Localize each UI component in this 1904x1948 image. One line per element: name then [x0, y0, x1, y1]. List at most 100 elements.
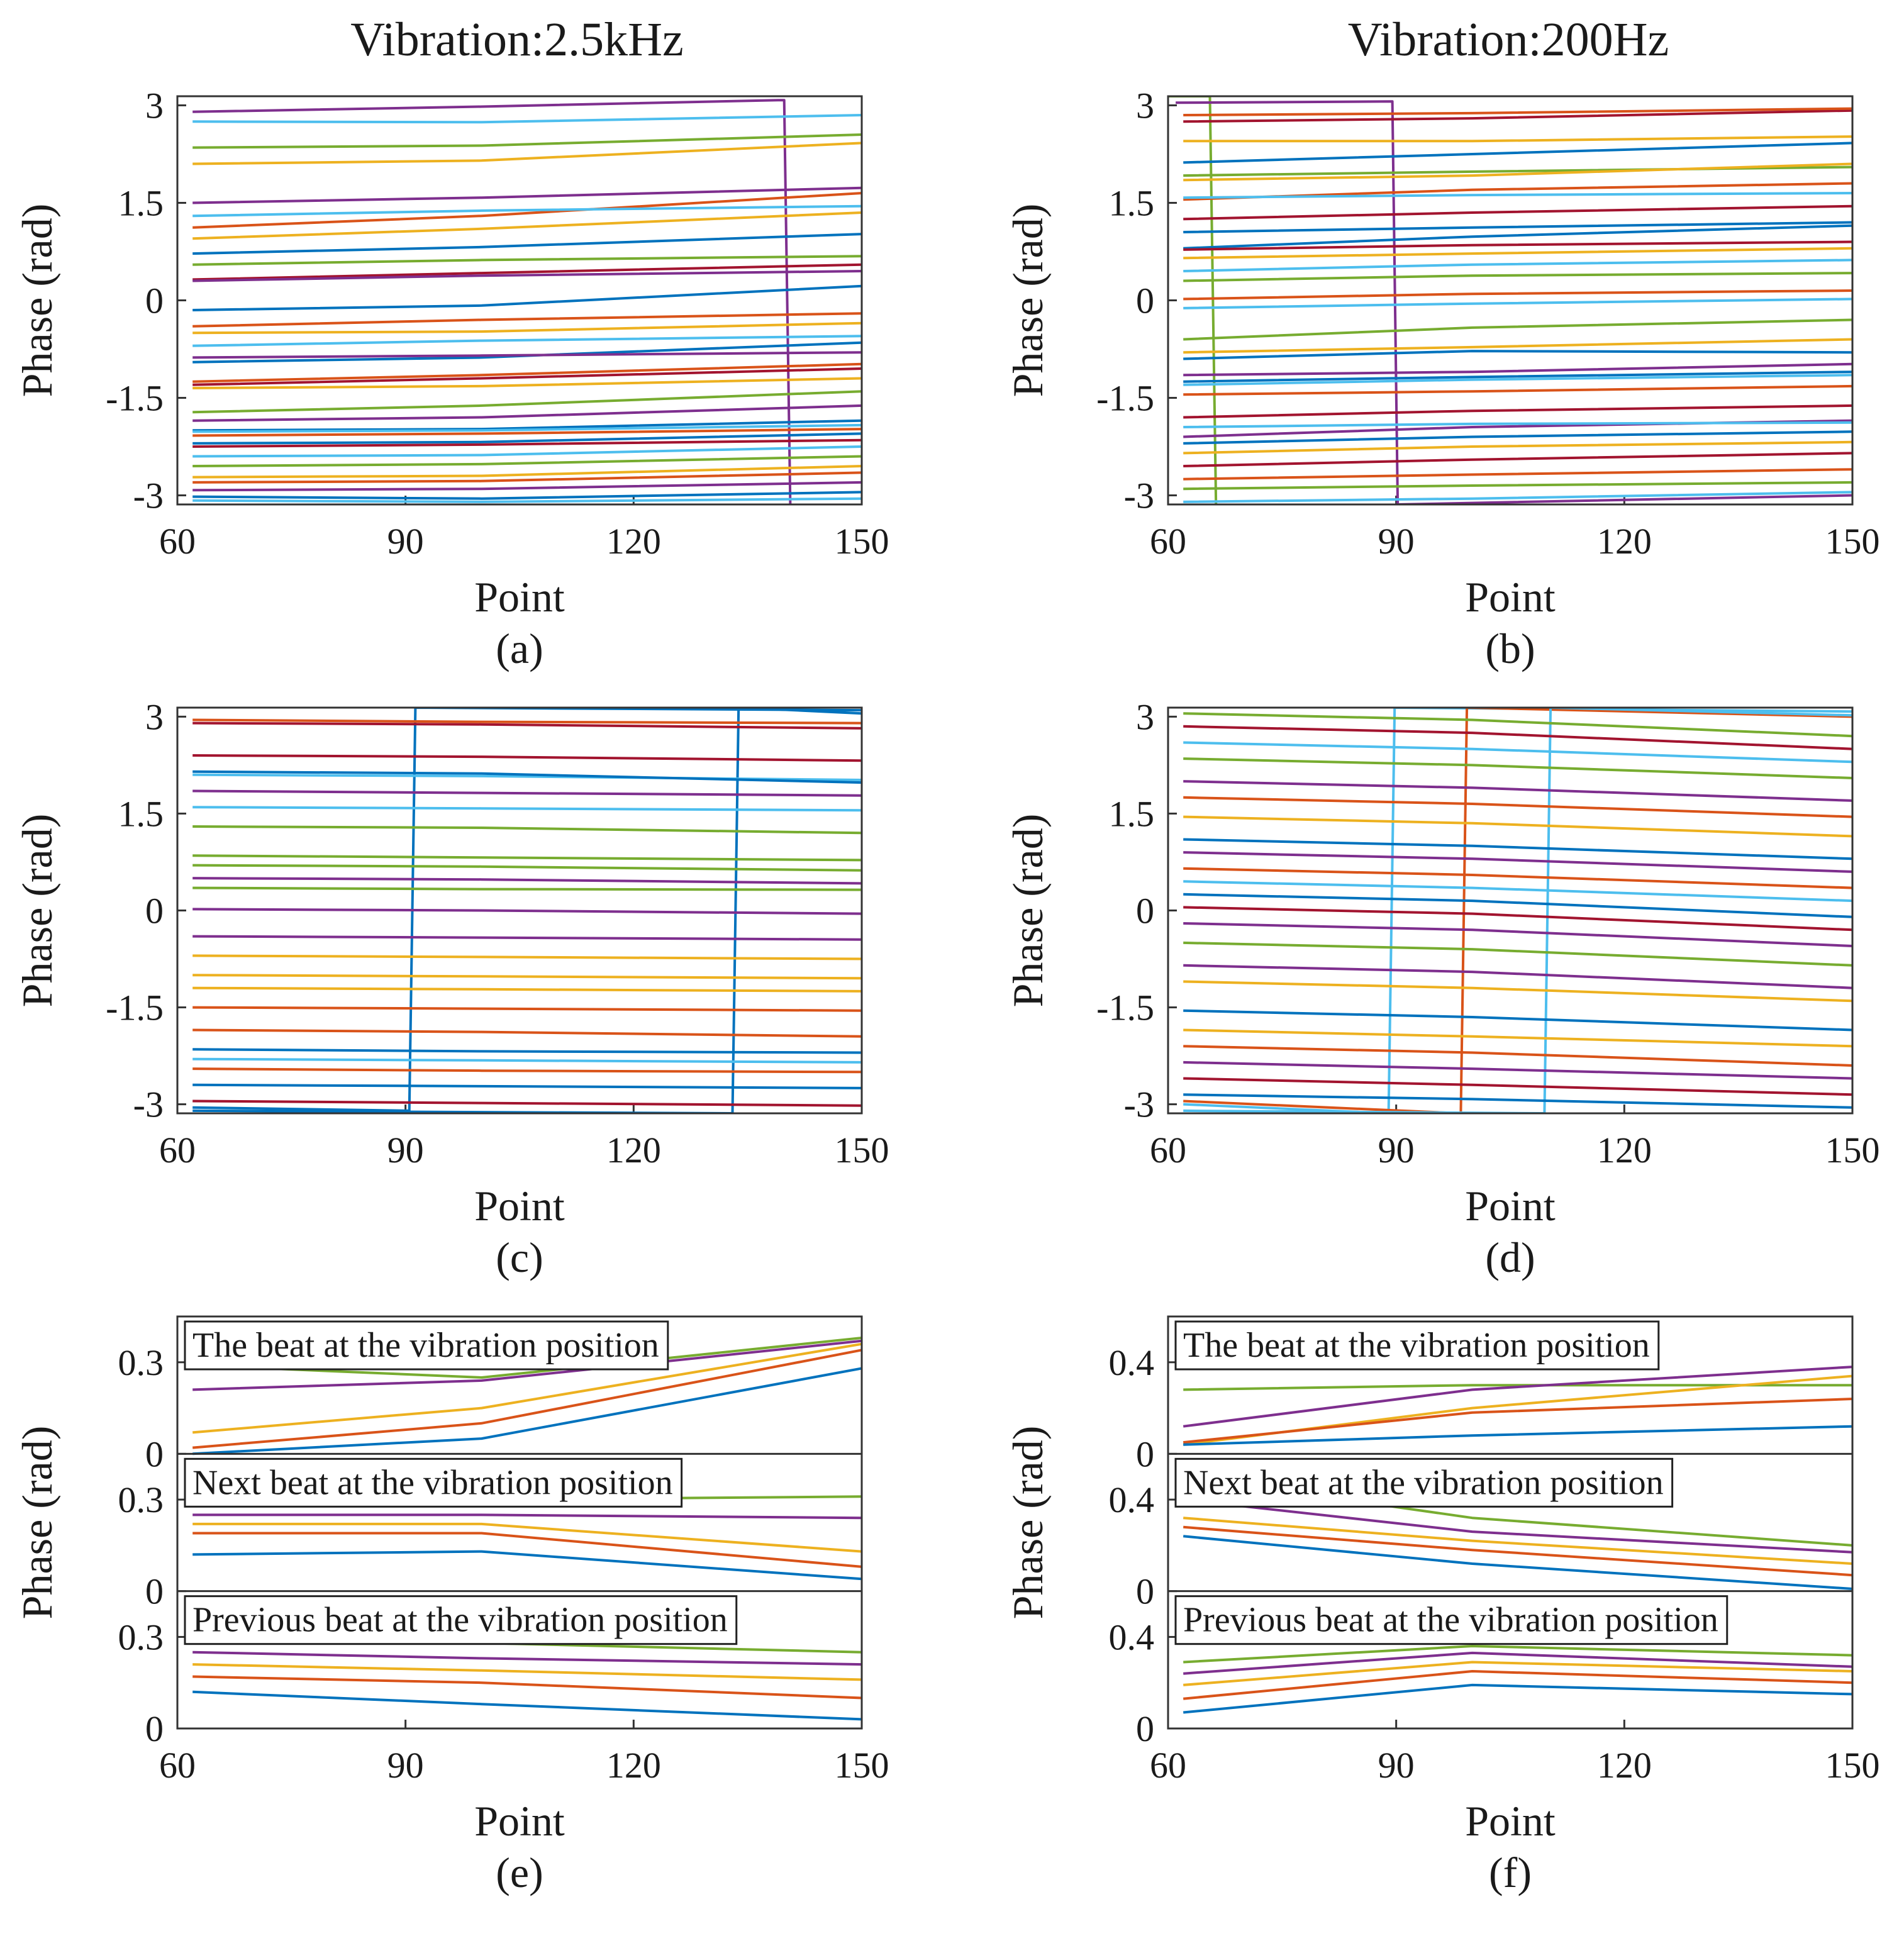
- x-tick-label: 150: [1825, 1745, 1880, 1786]
- y-tick-label: 3: [1136, 85, 1154, 126]
- panel-c-series-line-22: [192, 1048, 862, 1054]
- panel-f-sub3-series-line-3: [1183, 1661, 1852, 1686]
- subplot-label: Next beat at the vibration position: [192, 1463, 673, 1502]
- panel-d-series-line-20: [1183, 980, 1852, 1003]
- panel-c-series-line-26: [192, 1099, 862, 1107]
- plot-area: [1183, 708, 1852, 1113]
- x-tick-label: 90: [387, 1130, 424, 1171]
- x-tick-label: 150: [1825, 521, 1880, 562]
- subplot-3: [1183, 1645, 1852, 1714]
- panel-a-series-line-29: [192, 445, 862, 458]
- panel-f-sub3-series-line-5: [1183, 1683, 1852, 1714]
- x-tick-label: 60: [159, 521, 196, 562]
- panel-c-series-line-23: [192, 1057, 862, 1064]
- y-tick-label: 0: [1136, 1433, 1154, 1474]
- x-tick-label: 60: [1150, 1130, 1186, 1171]
- panel-a-series-line-16: [192, 335, 862, 347]
- panel-c-series-line-8: [192, 789, 862, 797]
- y-tick-label: 0: [145, 891, 164, 932]
- subplot-label: Next beat at the vibration position: [1183, 1463, 1664, 1502]
- y-tick-label: 0: [145, 1708, 164, 1749]
- y-tick-label: -3: [1124, 476, 1154, 516]
- y-tick-label: 1.5: [118, 793, 164, 834]
- panel-c-series-line-17: [192, 954, 862, 960]
- panel-a-series-line-18: [192, 351, 862, 359]
- panel-c-series-line-12: [192, 864, 862, 872]
- panel-b-series-line-13: [1183, 224, 1852, 250]
- y-tick-label: 0.3: [118, 1479, 164, 1520]
- panel-a-series-line-14: [192, 312, 862, 328]
- x-tick-label: 90: [1378, 521, 1415, 562]
- panel-c-series-line-24: [192, 1067, 862, 1074]
- x-tick-label: 120: [606, 1130, 661, 1171]
- panel-e-sub3-series-line-3: [192, 1663, 862, 1681]
- axes-frame: [176, 706, 863, 1115]
- panel-a-series-line-5: [192, 186, 862, 204]
- panel-d-series-line-9: [1183, 796, 1852, 818]
- panel-a-series-line-2: [192, 114, 862, 124]
- subplot-1: [1183, 1366, 1852, 1446]
- panel-d-series-line-14: [1183, 880, 1852, 903]
- y-tick-label: 0.3: [118, 1617, 164, 1657]
- x-tick-label: 60: [159, 1745, 196, 1786]
- subplot-label: The beat at the vibration position: [1183, 1326, 1650, 1365]
- y-tick-label: 0.4: [1109, 1479, 1155, 1520]
- panel-a-series-line-1: [192, 99, 792, 504]
- x-tick-label: 150: [835, 521, 889, 562]
- panel-a-series-line-33: [192, 481, 862, 492]
- panel-c-series-line-18: [192, 974, 862, 980]
- axes-frame: [176, 1315, 863, 1730]
- panel-b-series-line-21: [1183, 338, 1852, 354]
- panel-b-series-line-34: [1183, 481, 1852, 491]
- panel-d-series-line-12: [1183, 851, 1852, 873]
- panel-b-series-line-1: [1168, 96, 1218, 504]
- panel-d-series-line-2: [1183, 708, 1852, 1113]
- subplot-label-box: [184, 1595, 738, 1645]
- panel-b-series-line-25: [1183, 374, 1852, 386]
- subplot-label: The beat at the vibration position: [192, 1326, 659, 1365]
- panel-c-series-line-5: [192, 754, 862, 762]
- x-tick-label: 60: [1150, 1745, 1186, 1786]
- panel-a-series-line-20: [192, 367, 862, 386]
- x-axis-label: Point: [1465, 1182, 1556, 1230]
- x-tick-label: 120: [606, 521, 661, 562]
- panel-d-series-line-8: [1183, 780, 1852, 802]
- panel-d-series-line-15: [1183, 893, 1852, 918]
- panel-label: (d): [1485, 1233, 1535, 1281]
- panel-a-series-line-11: [192, 263, 862, 281]
- subplot-2: [192, 1495, 862, 1581]
- panel-e-sub2-series-line-4: [192, 1532, 862, 1568]
- panel-d-series-line-21: [1183, 1009, 1852, 1032]
- y-tick-label: 1.5: [118, 182, 164, 223]
- panel-c-series-line-19: [192, 986, 862, 993]
- panel-d-series-line-19: [1183, 964, 1852, 989]
- panel-a-series-line-30: [192, 455, 862, 467]
- y-tick-label: 0: [145, 1571, 164, 1612]
- panel-a-series-line-13: [192, 284, 862, 311]
- panel-b-series-line-31: [1183, 440, 1852, 455]
- panel-a-series-line-3: [192, 133, 862, 149]
- x-tick-label: 150: [1825, 1130, 1880, 1171]
- panel-f-sub1-series-line-5: [1183, 1425, 1852, 1446]
- panel-c-series-line-21: [192, 1028, 862, 1038]
- x-tick-label: 120: [1597, 1130, 1652, 1171]
- x-axis-label: Point: [474, 1797, 565, 1845]
- panel-a-series-line-4: [192, 142, 862, 165]
- panel-c-series-line-20: [192, 1006, 862, 1012]
- x-tick-label: 150: [835, 1130, 889, 1171]
- panel-c-series-line-9: [192, 806, 862, 812]
- panel-a-series-line-25: [192, 423, 862, 433]
- panel-f-sub2-series-line-4: [1183, 1525, 1852, 1577]
- panel-label: (b): [1485, 625, 1535, 672]
- panel-c-series-line-15: [192, 908, 862, 915]
- panel-a-series-line-6: [192, 192, 862, 229]
- panel-e-sub2-series-line-2: [192, 1513, 862, 1520]
- panel-f-sub3-series-line-4: [1183, 1670, 1852, 1700]
- panel-d-series-line-25: [1183, 1077, 1852, 1096]
- x-tick-label: 150: [835, 1745, 889, 1786]
- y-tick-label: 0.3: [118, 1342, 164, 1383]
- panel-a-series-line-8: [192, 211, 862, 240]
- panel-f-sub2-series-line-2: [1183, 1498, 1852, 1554]
- subplot-label-box: [184, 1320, 669, 1371]
